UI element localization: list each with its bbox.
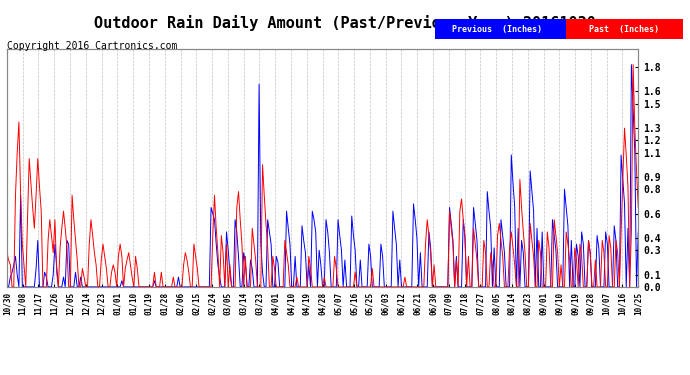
Text: Outdoor Rain Daily Amount (Past/Previous Year) 20161030: Outdoor Rain Daily Amount (Past/Previous… — [94, 15, 596, 31]
Text: Copyright 2016 Cartronics.com: Copyright 2016 Cartronics.com — [7, 41, 177, 51]
Text: Past  (Inches): Past (Inches) — [589, 25, 660, 34]
Text: Previous  (Inches): Previous (Inches) — [452, 25, 542, 34]
